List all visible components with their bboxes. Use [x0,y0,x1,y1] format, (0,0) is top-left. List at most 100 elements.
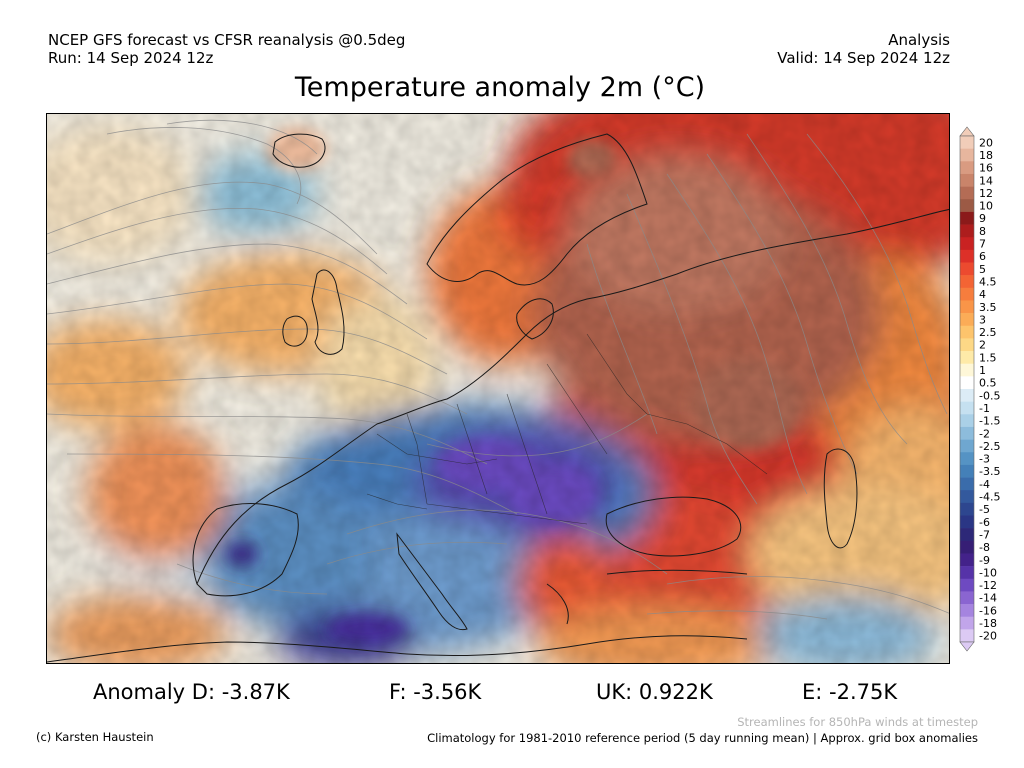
legend-swatch [960,199,974,213]
legend-swatch [960,287,974,301]
legend-swatch [960,300,974,314]
legend-swatch [960,401,974,415]
legend-label: -2 [979,427,990,440]
model-description: NCEP GFS forecast vs CFSR reanalysis @0.… [48,31,406,49]
legend-label: 5 [979,263,986,276]
legend-label: 1.5 [979,351,997,364]
legend-swatch [960,566,974,580]
anomaly-germany: Anomaly D: -3.87K [93,680,290,704]
legend-swatch [960,313,974,327]
legend-swatch [960,414,974,428]
legend-label: 4.5 [979,275,997,288]
legend-label: -14 [979,592,997,605]
legend-label: -0.5 [979,389,1000,402]
anomaly-spain: E: -2.75K [802,680,898,704]
legend-swatch [960,275,974,289]
legend-label: 6 [979,250,986,263]
legend-label: 2.5 [979,326,997,339]
legend-label: -1.5 [979,415,1000,428]
legend-swatch [960,136,974,149]
wind-streamlines [47,119,949,620]
legend-label: 0.5 [979,377,997,390]
legend-swatch [960,604,974,617]
legend-swatch [960,616,974,630]
legend-label: 18 [979,149,993,162]
analysis-label: Analysis [888,31,950,49]
legend-label: 10 [979,200,993,213]
climatology-note: Climatology for 1981-2010 reference peri… [427,731,978,745]
legend-bar: 201816141210987654.543.532.521.510.5-0.5… [959,126,1000,652]
legend-label: -5 [979,503,990,516]
credit: (c) Karsten Haustein [36,730,154,744]
legend-label: -1 [979,402,990,415]
streamlines-note: Streamlines for 850hPa winds at timestep [737,715,978,729]
legend-label: 3.5 [979,301,997,314]
legend-top-arrow [959,126,975,137]
legend-swatch [960,148,974,162]
legend-swatch [960,515,974,529]
legend-label: -9 [979,554,990,567]
color-legend: 20 18 16 14 12 10 9 8 7 6 5 4.5 4 3.5 3 2.5 2 1.5 1 0.5 -0.5… [958,126,1018,652]
legend-swatch [960,490,974,504]
legend-swatch [960,325,974,339]
legend-label: -12 [979,579,997,592]
legend-swatch [960,351,974,364]
legend-swatch [960,629,974,643]
legend-swatch [960,211,974,225]
valid-time: Valid: 14 Sep 2024 12z [777,49,950,67]
anomaly-france: F: -3.56K [389,680,482,704]
run-time: Run: 14 Sep 2024 12z [48,49,214,67]
anomaly-uk: UK: 0.922K [596,680,713,704]
legend-label: -16 [979,604,997,617]
legend-label: 20 [979,136,993,149]
legend-swatch [960,452,974,466]
legend-label: -7 [979,528,990,541]
map-canvas [47,114,949,663]
legend-swatch [960,262,974,276]
legend-label: -3 [979,453,990,466]
legend-swatch [960,161,974,175]
map-title: Temperature anomaly 2m (°C) [294,72,706,103]
legend-label: 14 [979,174,993,187]
legend-swatch [960,528,974,542]
legend-swatch [960,249,974,263]
legend-label: -20 [979,630,997,643]
legend-swatch [960,186,974,200]
legend-swatch [960,540,974,554]
legend-label: -4.5 [979,491,1000,504]
coastlines [47,133,949,663]
legend-swatch [960,338,974,352]
legend-label: 8 [979,225,986,238]
legend-swatch [960,224,974,238]
legend-label: 2 [979,339,986,352]
legend-swatch [960,439,974,453]
legend-swatch [960,464,974,478]
legend-label: -4 [979,478,990,491]
legend-label: -2.5 [979,440,1000,453]
legend-label: -3.5 [979,465,1000,478]
legend-swatch [960,502,974,516]
legend-label: -6 [979,516,990,529]
legend-swatch [960,363,974,377]
legend-swatch [960,376,974,390]
legend-label: 9 [979,212,986,225]
legend-label: 12 [979,187,993,200]
country-borders [366,333,768,525]
legend-swatch [960,477,974,491]
legend-swatch [960,578,974,592]
legend-swatch [960,389,974,402]
legend-swatch [960,553,974,567]
legend-label: 1 [979,364,986,377]
legend-label: -8 [979,541,990,554]
legend-label: 4 [979,288,986,301]
temperature-anomaly-map [46,113,950,664]
legend-label: 16 [979,162,993,175]
legend-swatch [960,591,974,605]
legend-swatch [960,426,974,440]
legend-swatch [960,237,974,251]
legend-swatch [960,173,974,187]
legend-label: 3 [979,313,986,326]
legend-label: -10 [979,566,997,579]
legend-bottom-arrow [959,641,975,652]
legend-label: 7 [979,238,986,251]
